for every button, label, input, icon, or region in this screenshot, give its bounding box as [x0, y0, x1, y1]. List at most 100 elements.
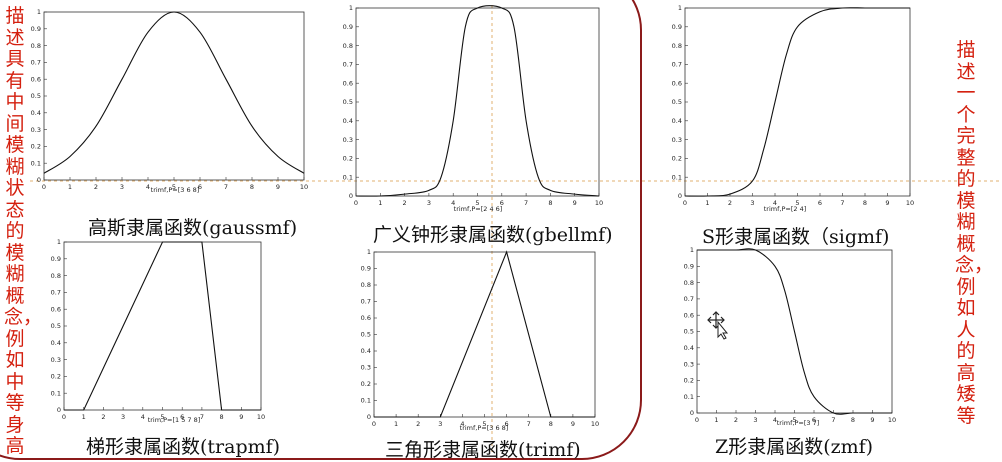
trap-ytick-label: 1: [57, 238, 61, 246]
trap-ytick-label: 0.6: [51, 305, 61, 313]
trap-xtick-label: 8: [220, 413, 224, 421]
gauss-ytick-label: 1: [37, 8, 41, 16]
sig-ytick-label: 0: [678, 192, 682, 200]
gbell-xtick-label: 1: [378, 199, 382, 207]
left-side-note: 描述具有中间模糊状态的模糊概念，例如中等身高: [4, 5, 43, 457]
gbell-ytick-label: 1: [349, 4, 353, 12]
sig-xtick-label: 7: [840, 199, 844, 207]
zmf-ytick-label: 0.2: [684, 377, 694, 385]
gauss-xtick-label: 8: [250, 183, 254, 191]
sig-ytick-label: 0.7: [672, 61, 682, 69]
gauss-xtick-label: 4: [146, 183, 150, 191]
gbell-xtick-label: 8: [548, 199, 552, 207]
zmf-xtick-label: 8: [851, 416, 855, 424]
gbell-ytick-label: 0: [349, 192, 353, 200]
zmf-ytick-label: 0.5: [684, 328, 694, 336]
gauss-xtick-label: 2: [94, 183, 98, 191]
caption-gbell: 广义钟形隶属函数(gbellmf): [373, 224, 613, 246]
zmf-xtick-label: 3: [753, 416, 757, 424]
zmf-ytick-label: 0.4: [684, 344, 694, 352]
gbell-xtick-label: 2: [403, 199, 407, 207]
zmf-xtick-label: 10: [888, 416, 896, 424]
trap-xtick-label: 0: [62, 413, 66, 421]
sig-xtick-label: 4: [773, 199, 777, 207]
gbell-xtick-label: 4: [451, 199, 455, 207]
trap-ytick-label: 0.5: [51, 322, 61, 330]
trap-param-label: trim,P=[1 5 7 8]: [148, 416, 201, 424]
trap-curve: [64, 241, 261, 411]
gbell-xtick-label: 9: [573, 199, 577, 207]
trap-ytick-label: 0: [57, 406, 61, 414]
gauss-ytick-label: 0.2: [31, 143, 41, 151]
gbell-ytick-label: 0.6: [343, 79, 353, 87]
tri-ytick-label: 1: [367, 248, 371, 256]
zmf-xtick-label: 5: [792, 416, 796, 424]
trap-xtick-label: 7: [200, 413, 204, 421]
trap-xtick-label: 1: [82, 413, 86, 421]
trap-ytick-label: 0.1: [51, 389, 61, 397]
gauss-ytick-label: 0.7: [31, 59, 41, 67]
right-side-note: 描述一个完整的模糊概念，例如人的高矮等: [955, 39, 994, 427]
gbell-ytick-label: 0.2: [343, 155, 353, 163]
sig-xtick-label: 1: [705, 199, 709, 207]
tri-ytick-label: 0.5: [361, 331, 371, 339]
tri-xtick-label: 10: [591, 420, 599, 428]
sig-ytick-label: 0.8: [672, 42, 682, 50]
zmf-ytick-label: 0.1: [684, 393, 694, 401]
tri-xtick-label: 3: [438, 420, 442, 428]
sig-ytick-label: 0.4: [672, 117, 682, 125]
tri-xtick-label: 6: [505, 420, 509, 428]
gauss-ytick-label: 0.6: [31, 75, 41, 83]
tri-ytick-label: 0.3: [361, 364, 371, 372]
tri-xtick-label: 0: [372, 420, 376, 428]
tri-xtick-label: 7: [527, 420, 531, 428]
trap-ytick-label: 0.8: [51, 272, 61, 280]
sig-ytick-label: 0.3: [672, 136, 682, 144]
caption-gauss: 高斯隶属函数(gaussmf): [88, 217, 298, 239]
zmf-ytick-label: 0.9: [684, 263, 694, 271]
zmf-ytick-label: 0.8: [684, 279, 694, 287]
gbell-xtick-label: 10: [595, 199, 603, 207]
trap-ytick-label: 0.7: [51, 289, 61, 297]
tri-xtick-label: 8: [549, 420, 553, 428]
gauss-xtick-label: 5: [172, 183, 176, 191]
gbell-ytick-label: 0.8: [343, 42, 353, 50]
gauss-xtick-label: 7: [224, 183, 228, 191]
sig-xtick-label: 6: [818, 199, 822, 207]
sig-xtick-label: 8: [863, 199, 867, 207]
trap-xtick-label: 9: [239, 413, 243, 421]
sig-ytick-label: 0.5: [672, 98, 682, 106]
sig-xtick-label: 3: [750, 199, 754, 207]
zmf-ytick-label: 0: [690, 409, 694, 417]
trap-ytick-label: 0.4: [51, 339, 61, 347]
trap-xtick-label: 3: [121, 413, 125, 421]
gbell-ytick-label: 0.5: [343, 98, 353, 106]
gauss-ytick-label: 0.8: [31, 42, 41, 50]
gbell-xtick-label: 6: [500, 199, 504, 207]
sig-xtick-label: 2: [728, 199, 732, 207]
sig-curve: [684, 7, 910, 197]
tri-xtick-label: 1: [394, 420, 398, 428]
gbell-xtick-label: 0: [354, 199, 358, 207]
sig-ytick-label: 0.9: [672, 23, 682, 31]
move-cursor-icon: [707, 311, 729, 340]
gbell-xtick-label: 3: [427, 199, 431, 207]
tri-xtick-label: 4: [460, 420, 464, 428]
trap-ytick-label: 0.2: [51, 373, 61, 381]
gbell-ytick-label: 0.3: [343, 136, 353, 144]
trap-ytick-label: 0.9: [51, 255, 61, 263]
zmf-curve: [696, 248, 892, 415]
trap-xtick-label: 2: [101, 413, 105, 421]
sig-ytick-label: 1: [678, 4, 682, 12]
gbell-ytick-label: 0.9: [343, 23, 353, 31]
tri-param-label: trimf,P=[3 6 8]: [460, 424, 509, 432]
zmf-ytick-label: 0.6: [684, 311, 694, 319]
gbell-param-label: trimf,P=[2 4 6]: [454, 205, 503, 213]
highlight-frame: [0, 0, 642, 460]
gauss-xtick-label: 1: [68, 183, 72, 191]
